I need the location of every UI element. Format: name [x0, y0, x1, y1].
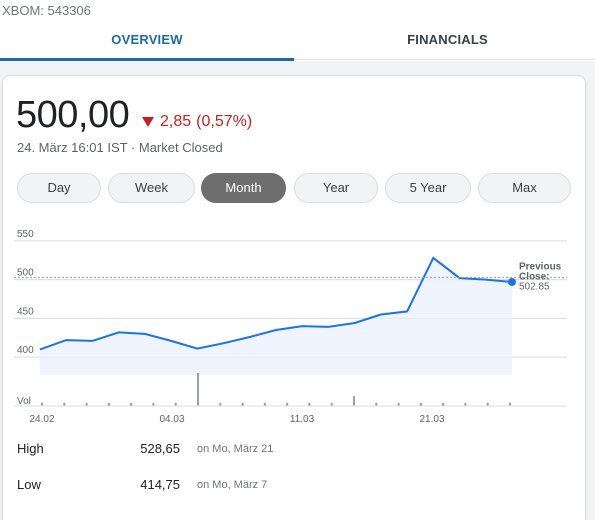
y-tick-label: 500 — [17, 268, 34, 279]
tab-financials[interactable]: FINANCIALS — [407, 32, 488, 47]
low-label: Low — [17, 477, 41, 492]
stat-row-high: High 528,65 on Mo, März 21 — [16, 441, 576, 477]
volume-bar — [286, 402, 289, 406]
high-label: High — [17, 441, 44, 456]
change-percent: (0,57%) — [196, 113, 253, 130]
last-price-dot[interactable] — [508, 277, 516, 286]
volume-bar — [330, 402, 333, 406]
volume-bar — [308, 402, 311, 406]
previous-close-label: Previous — [519, 261, 562, 272]
price-change: 2,85 (0,57%) — [142, 113, 252, 131]
volume-label: Vol — [17, 396, 31, 407]
previous-close-value: 502.85 — [519, 281, 550, 292]
volume-bar — [509, 402, 511, 406]
change-value: 2,85 — [160, 113, 192, 130]
ticker-symbol: XBOM: 543306 — [2, 3, 91, 18]
y-tick-label: 400 — [17, 345, 34, 356]
price-area — [40, 257, 512, 375]
volume-bar — [174, 402, 177, 406]
volume-bar — [107, 402, 110, 406]
volume-bar — [464, 402, 467, 406]
ticker-bar: XBOM: 543306 — [0, 0, 595, 26]
tab-overview[interactable]: OVERVIEW — [0, 26, 294, 61]
volume-bar — [130, 402, 133, 406]
volume-bar — [219, 402, 222, 406]
volume-bar — [241, 402, 244, 406]
low-date: on Mo, März 7 — [197, 479, 268, 491]
x-tick-label: 04.03 — [159, 414, 184, 425]
volume-bar — [486, 402, 489, 406]
range-month-button[interactable]: Month — [201, 173, 286, 203]
range-5year-button[interactable]: 5 Year — [385, 173, 471, 203]
x-tick-label: 21.03 — [419, 414, 444, 425]
volume-bar — [152, 402, 155, 406]
stat-row-low: Low 414,75 on Mo, März 7 — [16, 477, 576, 513]
volume-bar — [41, 402, 43, 406]
volume-bar — [353, 396, 355, 406]
volume-bar — [419, 402, 422, 406]
volume-bar — [85, 402, 88, 406]
down-arrow-icon — [142, 117, 154, 127]
x-tick-label: 11.03 — [290, 414, 315, 425]
range-year-button[interactable]: Year — [294, 173, 378, 203]
current-price: 500,00 — [16, 94, 130, 136]
range-day-button[interactable]: Day — [17, 173, 101, 203]
tab-bar: OVERVIEW FINANCIALS — [0, 26, 595, 61]
volume-bar — [375, 402, 378, 406]
low-value: 414,75 — [140, 477, 180, 492]
previous-close-label-2: Close: — [519, 271, 550, 282]
high-value: 528,65 — [140, 441, 180, 456]
y-tick-label: 450 — [17, 306, 34, 317]
volume-bar — [63, 402, 66, 406]
volume-bar — [263, 402, 266, 406]
volume-bar — [442, 402, 445, 406]
x-tick-label: 24.02 — [29, 414, 54, 425]
y-tick-label: 550 — [17, 230, 34, 240]
range-week-button[interactable]: Week — [108, 173, 195, 203]
volume-bar — [197, 373, 199, 406]
high-date: on Mo, März 21 — [197, 443, 274, 455]
range-max-button[interactable]: Max — [478, 173, 571, 203]
market-status: 24. März 16:01 IST · Market Closed — [17, 140, 223, 155]
price-line — [39, 256, 513, 351]
volume-bar — [397, 402, 400, 406]
